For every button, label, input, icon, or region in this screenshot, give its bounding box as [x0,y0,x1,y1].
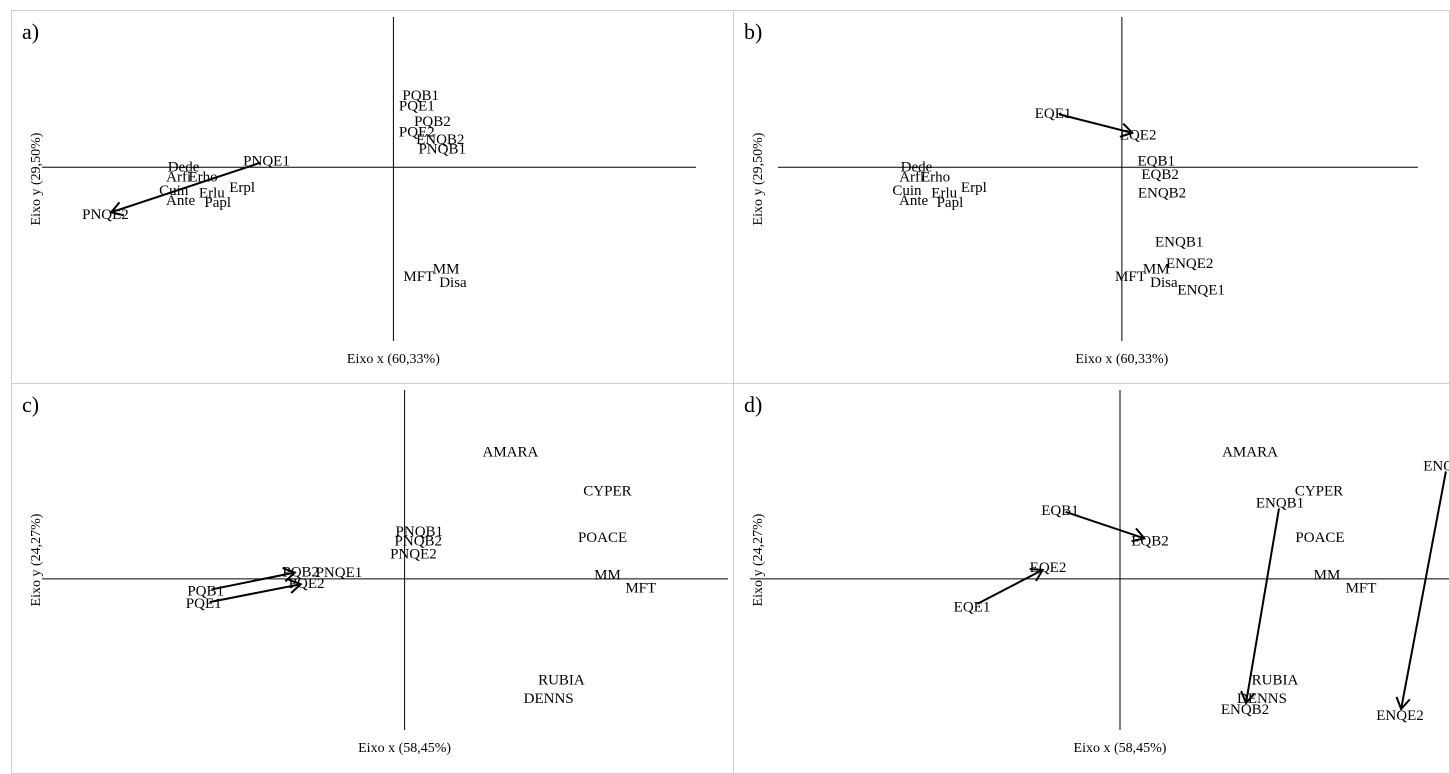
panel-a-point-erho: Erho [188,170,217,186]
panel-a-point-papl: Papl [204,195,231,211]
panel-b-point-erlu: Erlu [931,186,957,202]
panel-a-point-pnqb1: PNQB1 [418,141,466,157]
panel-b-arrow-eqe1-to-eqe2 [1058,113,1135,138]
panel-b-biplot: b) Eixo x (60,33%) Eixo y (29,50%) EQE1 EQE2… [744,17,1418,367]
panel-a-point-mm: MM [433,262,460,278]
panel-c-y-axis-title: Eixo y (24,27%) [29,513,44,606]
panel-a-point-erlu: Erlu [199,186,225,202]
panel-b-point-eqe1: EQE1 [1035,106,1072,122]
panel-b-point-disa: Disa [1150,275,1178,291]
panel-a-letter: a) [22,19,39,44]
panel-c: c) Eixo x (58,45%) Eixo y (24,27%) AMARA CYP… [11,383,734,774]
panel-d-arrow-enqb1-to-enqb2 [1240,508,1280,705]
panel-c-point-pnqb2: PNQB2 [395,533,443,549]
panel-c-letter: c) [22,392,39,417]
panel-d-point-eqb1: EQB1 [1041,503,1079,519]
panel-d: d) Eixo x (58,45%) Eixo y (24,27%) AMARA ENQ… [733,383,1450,774]
panel-d-point-enqe1: ENQE1 [1423,459,1450,475]
panel-a-point-pqe2: PQE2 [399,125,435,141]
panel-b-point-mm: MM [1143,262,1170,278]
panel-c-arrow-pqe1-to-pqe2 [209,578,303,604]
panel-c-point-poace: POACE [578,530,627,546]
panel-a-y-axis-title: Eixo y (29,50%) [29,132,44,225]
panel-a-arrow-pnqe1-to-pnqe2 [109,161,262,217]
panel-b-point-papl: Papl [937,195,964,211]
panel-a-point-pqe1: PQE1 [399,98,435,114]
panel-c-arrow-pqb1-to-pqb2 [211,567,297,591]
panel-d-point-cyper: CYPER [1295,484,1343,500]
panel-d-letter: d) [744,392,762,417]
panel-a: a) Eixo x (60,33%) Eixo y (29,50%) PQB1 PQE1… [11,10,734,384]
panel-d-point-mft: MFT [1346,580,1377,596]
panel-a-point-dede: Dede [168,159,200,175]
panel-b-point-ante: Ante [899,193,929,209]
panel-c-point-rubia: RUBIA [538,673,585,689]
panel-b-point-eqb1: EQB1 [1138,154,1176,170]
panel-d-arrow-eqe1-to-eqe2 [976,567,1045,605]
panel-b-point-dede: Dede [901,159,933,175]
panel-b-point-mft: MFT [1115,269,1146,285]
panel-c-point-pnqe2: PNQE2 [390,547,437,563]
panel-d-arrow-enqe1-to-enqe2 [1395,471,1447,711]
panel-b-x-axis-title: Eixo x (60,33%) [1075,352,1168,367]
panel-c-point-amara: AMARA [483,444,539,460]
panel-c-point-mft: MFT [625,580,656,596]
panel-b-y-axis-title: Eixo y (29,50%) [751,132,766,225]
panel-c-point-pqe1: PQE1 [186,596,222,612]
panel-b-point-cuin: Cuin [892,183,922,199]
panel-d-point-enqb1: ENQB1 [1256,495,1304,511]
panel-b-letter: b) [744,19,762,44]
panel-c-point-pqe2: PQE2 [289,576,325,592]
panel-b-point-enqb1: ENQB1 [1155,234,1203,250]
panel-c-point-cyper: CYPER [583,484,631,500]
panel-d-arrow-eqb1-to-eqb2 [1065,511,1147,543]
panel-a-point-arfi: Arfi [166,170,191,186]
panel-c-x-axis-title: Eixo x (58,45%) [358,741,451,756]
panel-a-x-axis-title: Eixo x (60,33%) [347,352,440,367]
panel-a-point-disa: Disa [439,275,467,291]
panel-a-point-pnqe2: PNQE2 [82,207,129,223]
panel-d-point-mm: MM [1314,568,1341,584]
panel-c-point-pqb1: PQB1 [187,584,224,600]
panel-d-y-axis-title: Eixo y (24,27%) [751,513,766,606]
panel-b-point-eqe2: EQE2 [1120,127,1157,143]
panel-b: b) Eixo x (60,33%) Eixo y (29,50%) EQE1 EQE2… [733,10,1450,384]
panel-c-point-denns: DENNS [524,691,574,707]
panel-b-point-enqb2: ENQB2 [1138,186,1186,202]
panel-d-point-eqe2: EQE2 [1030,560,1067,576]
panel-a-point-cuin: Cuin [159,183,189,199]
panel-b-point-erpl: Erpl [961,180,987,196]
panel-c-biplot: c) Eixo x (58,45%) Eixo y (24,27%) AMARA CYP… [22,390,728,756]
panel-d-point-enqe2: ENQE2 [1376,708,1424,724]
panel-d-biplot: d) Eixo x (58,45%) Eixo y (24,27%) AMARA ENQ… [744,390,1450,756]
panel-c-point-pnqb1: PNQB1 [396,524,444,540]
panel-b-point-erho: Erho [921,170,950,186]
panel-a-point-erpl: Erpl [229,180,255,196]
panel-d-point-poace: POACE [1295,530,1344,546]
panel-c-point-pnqe1: PNQE1 [316,565,363,581]
panel-d-point-amara: AMARA [1222,444,1278,460]
panel-a-point-pqb2: PQB2 [414,114,451,130]
panel-a-point-mft: MFT [403,269,434,285]
panel-d-point-eqb2: EQB2 [1131,533,1169,549]
panel-d-point-rubia: RUBIA [1252,673,1299,689]
panel-d-point-eqe1: EQE1 [954,600,991,616]
panel-b-point-arfi: Arfi [899,170,924,186]
panel-a-point-pqb1: PQB1 [402,88,439,104]
panel-b-point-enqe1: ENQE1 [1177,282,1225,298]
panel-d-point-denns: DENNS [1237,691,1287,707]
panel-a-biplot: a) Eixo x (60,33%) Eixo y (29,50%) PQB1PQE1… [22,17,696,367]
panel-c-point-mm: MM [594,568,621,584]
panel-d-point-enqb2: ENQB2 [1221,702,1269,718]
panel-c-point-pqb2: PQB2 [282,564,319,580]
panel-b-point-eqb2: EQB2 [1141,167,1179,183]
panel-d-x-axis-title: Eixo x (58,45%) [1074,741,1167,756]
panel-b-point-enqe2: ENQE2 [1166,256,1214,272]
panel-a-point-pnqe1: PNQE1 [243,154,290,170]
panel-a-point-enqb2: ENQB2 [416,132,464,148]
panel-a-point-ante: Ante [166,193,196,209]
